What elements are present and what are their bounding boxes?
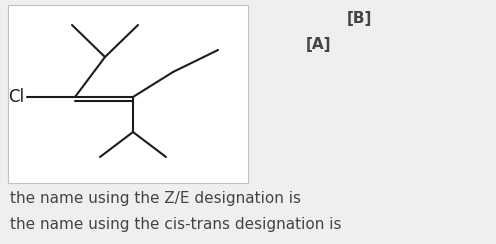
- Text: the name using the Z/E designation is: the name using the Z/E designation is: [10, 192, 306, 206]
- Text: [B]: [B]: [346, 11, 372, 27]
- Text: the name using the cis-trans designation is: the name using the cis-trans designation…: [10, 217, 346, 233]
- Bar: [8, 5, 248, 183]
- Text: Cl: Cl: [8, 88, 24, 106]
- Text: [A]: [A]: [306, 38, 331, 52]
